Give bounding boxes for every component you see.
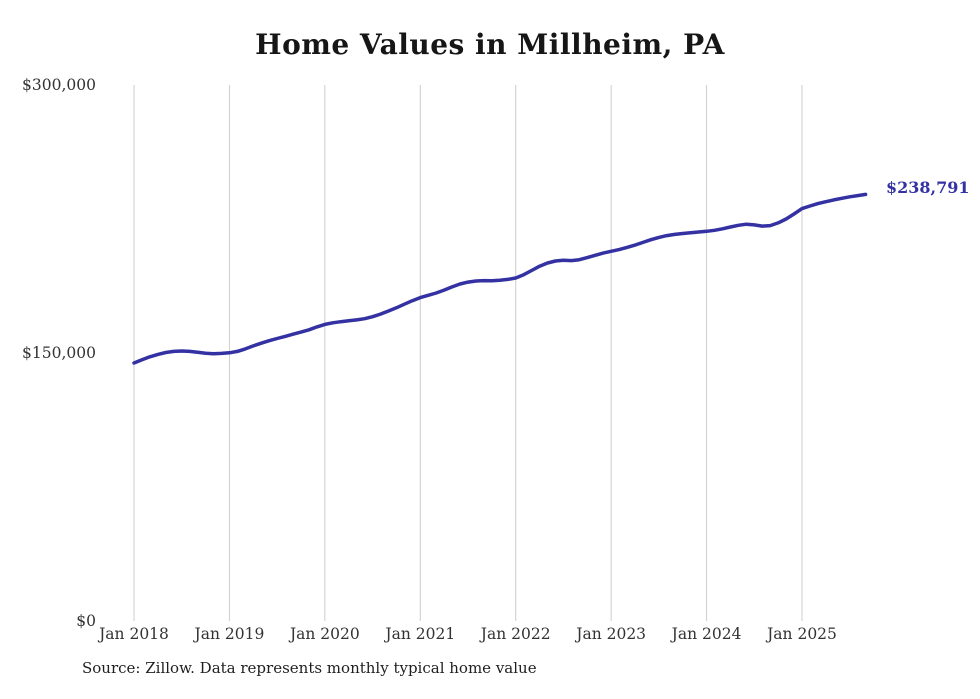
x-axis-tick: Jan 2024 bbox=[671, 625, 742, 643]
home-value-series-line bbox=[132, 192, 868, 365]
x-axis-tick: Jan 2025 bbox=[767, 625, 837, 643]
latest-value-label: $238,791 bbox=[886, 178, 970, 197]
y-axis-tick-150000: $150,000 bbox=[22, 344, 96, 362]
x-axis-tick: Jan 2021 bbox=[385, 625, 456, 643]
x-axis-tick: Jan 2019 bbox=[194, 625, 265, 643]
x-axis-tick: Jan 2018 bbox=[99, 625, 169, 643]
x-axis-tick: Jan 2020 bbox=[289, 625, 360, 643]
x-axis-tick: Jan 2023 bbox=[576, 625, 647, 643]
x-axis-tick: Jan 2022 bbox=[480, 625, 551, 643]
source-note: Source: Zillow. Data represents monthly … bbox=[82, 659, 537, 677]
y-axis-tick-0: $0 bbox=[76, 612, 96, 630]
y-axis-tick-300000: $300,000 bbox=[22, 76, 96, 94]
chart-title: Home Values in Millheim, PA bbox=[255, 28, 725, 61]
